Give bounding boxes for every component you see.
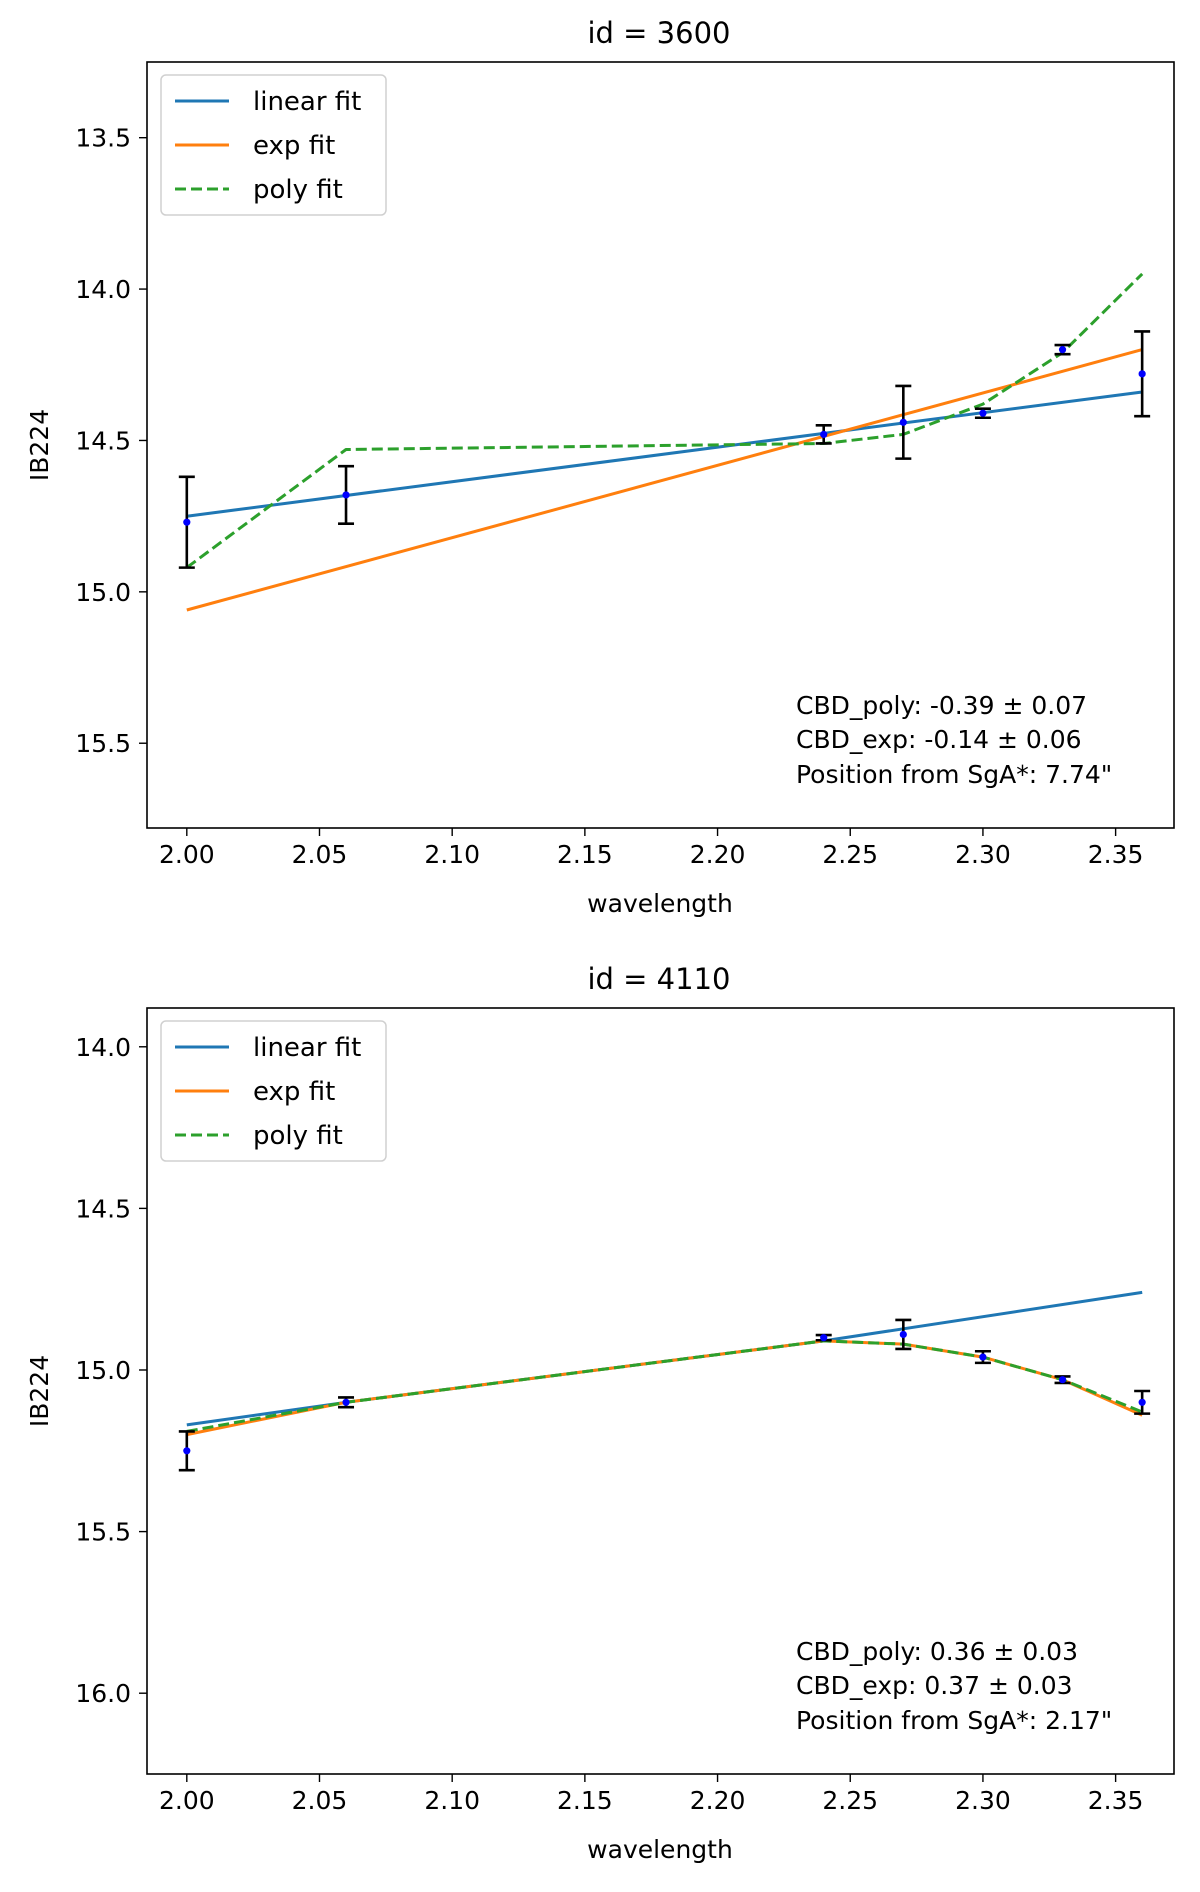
chart-1-x-tick-label-5: 2.25 [822,840,878,869]
chart-1-title: id = 3600 [587,16,730,50]
chart-2-y-tick-label-2: 15.0 [75,1356,131,1385]
chart-2-axes-frame [146,1007,1175,1775]
chart-2-data-point-3 [899,1330,907,1339]
chart-1-y-axis-label: IB224 [25,409,54,481]
chart-2-data-point-6 [1138,1398,1146,1406]
chart-2-x-tick-label-2: 2.10 [424,1786,480,1815]
chart-1-axes-frame [146,61,1175,829]
chart-2-legend: linear fit exp fit poly fit [160,1020,387,1162]
chart-2-y-axis-label: IB224 [25,1355,54,1427]
chart-1-x-tick-label-1: 2.05 [292,840,348,869]
chart-2-annotation-cbd-exp: CBD_exp: 0.37 ± 0.03 [796,1671,1073,1700]
chart-2-x-tick-label-3: 2.15 [557,1786,613,1815]
chart-2-y-tick-label-1: 14.5 [75,1194,131,1223]
chart-1-legend-label-linear: linear fit [253,87,361,117]
chart-1-legend: linear fit exp fit poly fit [160,74,387,216]
chart-1-series-exp-line [186,348,1143,612]
chart-2-legend-label-exp: exp fit [253,1077,335,1107]
chart-1-data-point-1 [342,491,350,499]
chart-1-y-tick-label-0: 13.5 [75,124,131,153]
chart-1-data-point-0 [183,518,191,526]
chart-2-annotation-cbd-poly: CBD_poly: 0.36 ± 0.03 [796,1637,1078,1666]
chart-2-x-tick-label-6: 2.30 [955,1786,1011,1815]
chart-1-data-point-5 [1058,346,1067,354]
chart-2-x-tick-label-5: 2.25 [822,1786,878,1815]
chart-1-y-tick-label-1: 14.0 [75,275,131,304]
chart-2-data-points [178,1318,1151,1472]
chart-1-x-ticks: 2.00 2.05 2.10 2.15 2.20 2.25 2.30 2.35 [159,828,1143,869]
chart-2-data-point-4 [979,1353,987,1361]
chart-2-y-tick-label-4: 16.0 [75,1679,131,1708]
chart-2-title: id = 4110 [587,962,730,996]
chart-2-annotation-position: Position from SgA*: 2.17" [796,1706,1112,1735]
chart-2-data-point-1 [342,1398,350,1406]
chart-2-annotations: CBD_poly: 0.36 ± 0.03 CBD_exp: 0.37 ± 0.… [796,1637,1112,1735]
chart-1-y-tick-label-4: 15.5 [75,729,131,758]
chart-1-y-tick-label-3: 15.0 [75,578,131,607]
chart-1-x-tick-label-2: 2.10 [424,840,480,869]
chart-1-legend-box [160,74,387,216]
chart-2-data-point-2 [820,1334,828,1342]
chart-2-x-ticks: 2.00 2.05 2.10 2.15 2.20 2.25 2.30 2.35 [159,1774,1143,1815]
chart-1-data-point-3 [899,418,907,426]
chart-2-x-tick-label-0: 2.00 [159,1786,215,1815]
chart-2-legend-box [160,1020,387,1162]
chart-2-data-point-5 [1058,1376,1067,1384]
chart-1-annotations: CBD_poly: -0.39 ± 0.07 CBD_exp: -0.14 ± … [796,691,1112,789]
chart-1-y-ticks: 13.5 14.0 14.5 15.0 15.5 [75,124,147,758]
chart-2-y-ticks: 14.0 14.5 15.0 15.5 16.0 [75,1033,147,1708]
chart-1-annotation-cbd-poly: CBD_poly: -0.39 ± 0.07 [796,691,1087,720]
chart-2-data-point-0 [183,1447,191,1455]
chart-1-legend-label-poly: poly fit [253,175,343,205]
chart-1-x-axis-label: wavelength [587,889,733,918]
chart-1-data-points [178,330,1151,569]
chart-2-x-tick-label-7: 2.35 [1088,1786,1144,1815]
chart-2: id = 4110 2.00 2.05 2.10 2.15 2.20 2.25 2.30 2.… [25,962,1175,1864]
chart-2-legend-label-poly: poly fit [253,1121,343,1151]
chart-1-x-tick-label-4: 2.20 [690,840,746,869]
chart-2-x-axis-label: wavelength [587,1835,733,1864]
chart-1-x-tick-label-0: 2.00 [159,840,215,869]
chart-1-annotation-cbd-exp: CBD_exp: -0.14 ± 0.06 [796,725,1082,754]
chart-2-x-tick-label-4: 2.20 [690,1786,746,1815]
chart-1-x-tick-label-7: 2.35 [1088,840,1144,869]
chart-1-legend-label-exp: exp fit [253,131,335,161]
chart-1: id = 3600 2.00 2.05 2.10 2.15 2.20 2.25 2.30 2.… [25,16,1175,918]
chart-2-x-tick-label-1: 2.05 [292,1786,348,1815]
chart-2-y-tick-label-0: 14.0 [75,1033,131,1062]
chart-1-x-tick-label-6: 2.30 [955,840,1011,869]
chart-1-data-point-2 [820,430,828,439]
chart-1-y-tick-label-2: 14.5 [75,426,131,455]
chart-1-data-point-4 [979,409,987,417]
chart-1-annotation-position: Position from SgA*: 7.74" [796,760,1112,789]
chart-2-y-tick-label-3: 15.5 [75,1518,131,1547]
chart-2-legend-label-linear: linear fit [253,1033,361,1063]
chart-1-data-point-6 [1138,370,1146,378]
chart-1-x-tick-label-3: 2.15 [557,840,613,869]
